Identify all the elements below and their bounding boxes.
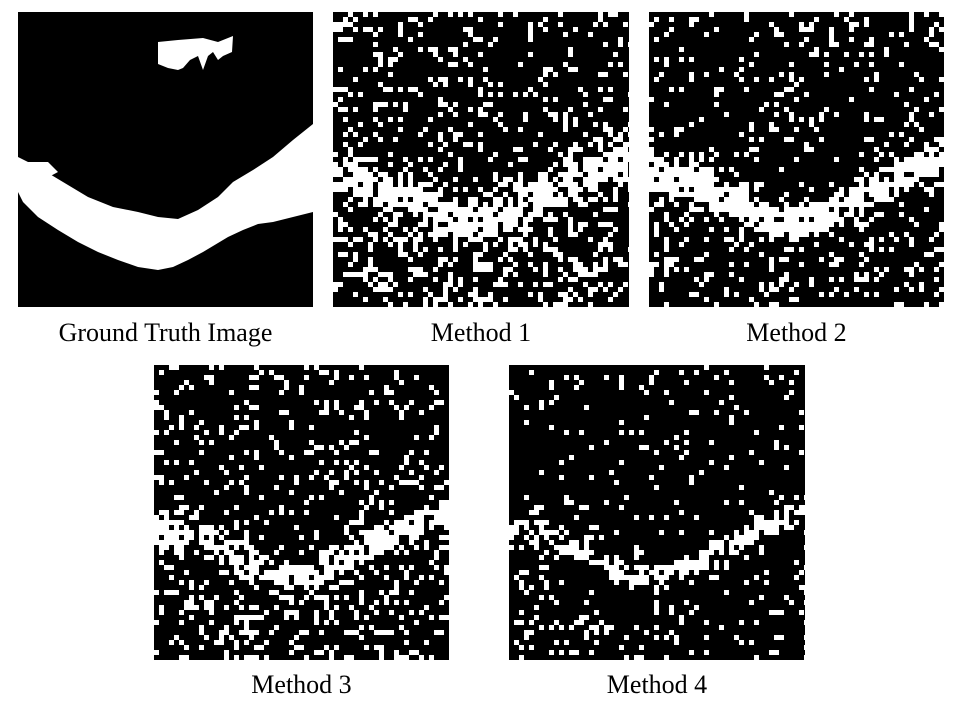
- method-3-caption: Method 3: [251, 670, 352, 699]
- method-2-panel: [649, 12, 944, 307]
- method-1-caption: Method 1: [430, 318, 532, 347]
- method-3-panel: [154, 365, 449, 660]
- method-1-image: [333, 12, 629, 307]
- method-4-panel: [509, 365, 805, 660]
- method-3-image: [154, 365, 449, 660]
- ground-truth-image: [18, 12, 313, 307]
- method-1-panel: [333, 12, 629, 307]
- method-2-caption: Method 2: [746, 318, 847, 347]
- method-4-caption: Method 4: [606, 670, 708, 699]
- method-4-image: [509, 365, 805, 660]
- ground-truth-panel: [18, 12, 313, 307]
- ground-truth-caption: Ground Truth Image: [58, 318, 273, 347]
- method-2-image: [649, 12, 944, 307]
